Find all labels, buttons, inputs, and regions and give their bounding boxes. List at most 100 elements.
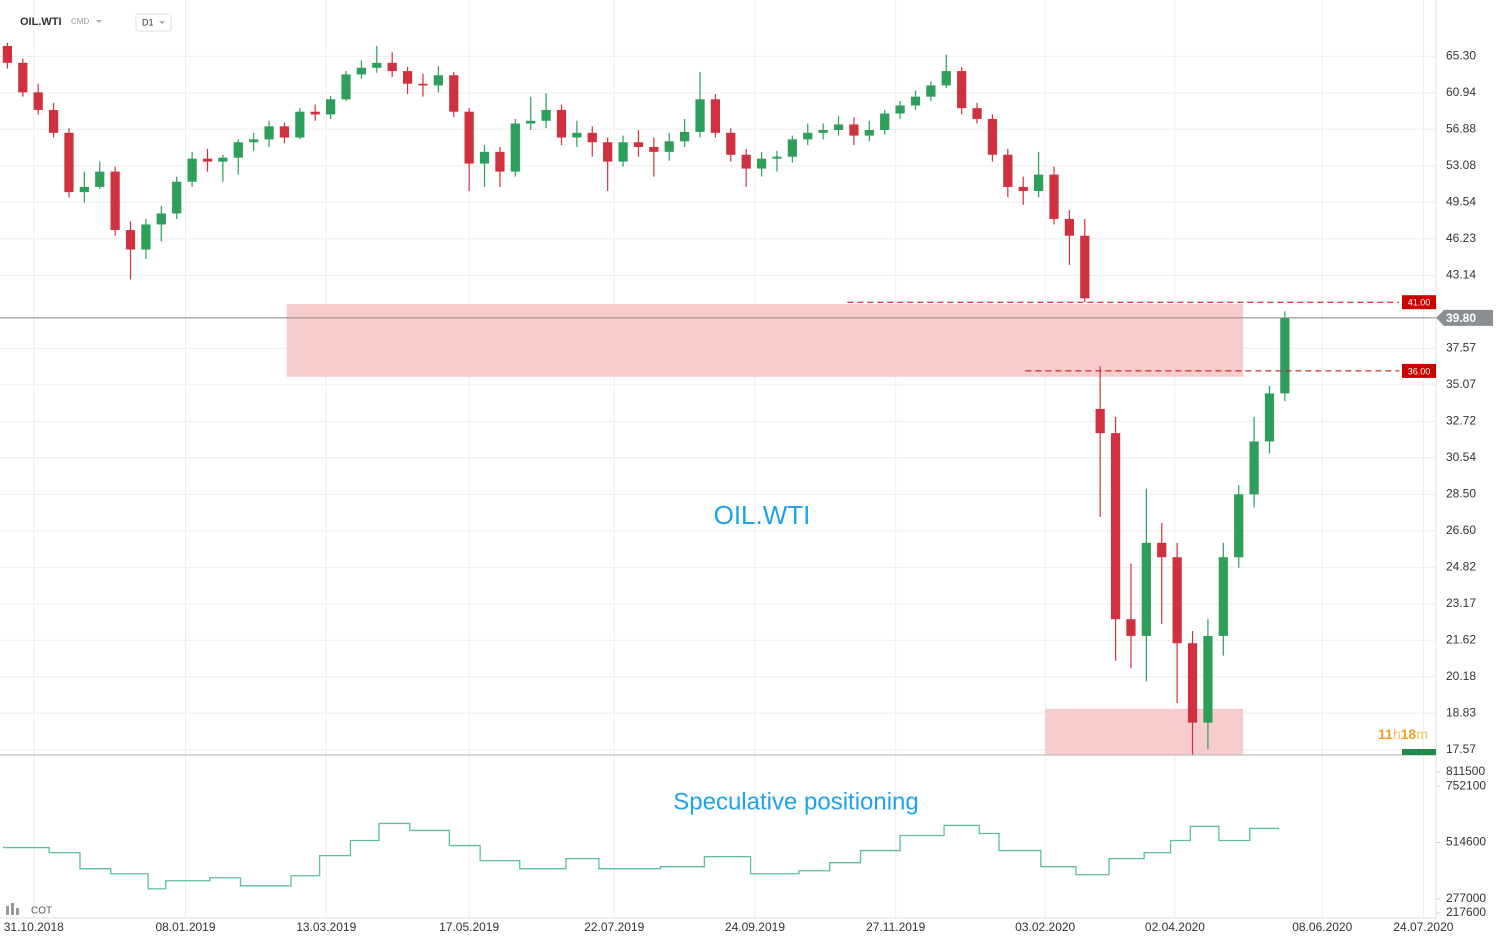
candle-body: [141, 224, 151, 250]
candle-body: [110, 171, 120, 231]
candle-body: [495, 151, 505, 172]
candle-body: [1280, 317, 1290, 394]
candle-body: [1080, 235, 1090, 299]
x-tick-label: 22.07.2019: [584, 920, 644, 934]
candle-body: [603, 142, 613, 162]
candle-body: [279, 126, 290, 138]
candle-body: [1018, 186, 1028, 192]
x-tick-label: 27.11.2019: [866, 920, 925, 934]
countdown-part: m: [1416, 726, 1428, 742]
candle-body: [249, 139, 259, 143]
x-tick-label: 24.07.2020: [1393, 920, 1453, 934]
candle-body: [325, 99, 336, 115]
candle-body: [541, 109, 551, 121]
candle-body: [187, 158, 197, 182]
y-tick-label: 49.54: [1446, 194, 1476, 208]
candle-body: [1141, 542, 1151, 636]
candle-body: [372, 62, 382, 68]
candle-body: [910, 96, 921, 106]
candle-body: [710, 99, 721, 133]
y-tick-label: 20.18: [1446, 669, 1476, 683]
y-tick-label: 60.94: [1446, 85, 1476, 99]
candle-body: [479, 151, 490, 164]
candle-body: [295, 111, 305, 138]
y-tick-label: 21.62: [1446, 632, 1476, 646]
candle-body: [1049, 174, 1059, 219]
y-tick-label: 30.54: [1446, 450, 1476, 464]
candle-body: [741, 154, 751, 169]
candle-body: [33, 92, 43, 110]
y-tick-label: 32.72: [1446, 414, 1476, 428]
candle-body: [1203, 635, 1213, 723]
current-price-tag: [1436, 309, 1493, 326]
x-tick-label: 08.06.2020: [1292, 920, 1352, 934]
candle-body: [202, 158, 213, 162]
candle-body: [341, 74, 351, 100]
candle-body: [449, 75, 459, 112]
candle-body: [633, 142, 644, 148]
y-tick-label: 46.23: [1446, 231, 1476, 245]
countdown: 11h18m: [1378, 726, 1428, 742]
current-price-label: 39.80: [1446, 311, 1476, 325]
candle-body: [1034, 174, 1044, 192]
candle-body: [895, 105, 905, 114]
candle-body: [356, 67, 367, 75]
indicator-name: COT: [31, 906, 52, 917]
candle-body: [1264, 393, 1275, 442]
zone: [1045, 708, 1244, 755]
candle-body: [433, 75, 443, 86]
candle-body: [218, 157, 228, 162]
candle-body: [510, 123, 520, 172]
interval-select[interactable]: [135, 13, 172, 32]
candle-body: [310, 111, 320, 115]
candle-body: [618, 142, 628, 162]
y-tick-label: 752100: [1446, 778, 1486, 792]
candle-body: [849, 124, 859, 136]
y-tick-label: 514600: [1446, 835, 1486, 849]
x-tick-label: 31.10.2018: [4, 920, 64, 934]
zone: [286, 304, 1244, 377]
symbol: OIL.WTI: [20, 16, 62, 28]
candle-body: [1172, 557, 1182, 644]
candle-body: [464, 111, 474, 164]
candle-body: [787, 139, 797, 157]
candle-body: [941, 71, 951, 86]
candle-body: [2, 45, 13, 63]
candle-body: [587, 132, 597, 143]
level-tag: [1402, 363, 1436, 378]
candle-body: [402, 71, 413, 84]
y-tick-label: 35.07: [1446, 377, 1476, 391]
countdown-part: h: [1393, 726, 1401, 742]
candle-body: [1234, 494, 1244, 558]
market: CMD: [71, 17, 89, 26]
x-tick-label: 24.09.2019: [725, 920, 785, 934]
y-tick-label: 56.88: [1446, 121, 1476, 135]
y-tick-label: 43.14: [1446, 267, 1476, 281]
candle-body: [264, 126, 274, 140]
candle-body: [1095, 408, 1105, 434]
price-tag: [1402, 749, 1436, 755]
icon: [11, 903, 14, 915]
candle-body: [926, 85, 936, 97]
candle-body: [556, 109, 567, 138]
candle-body: [772, 156, 782, 159]
interval[interactable]: D1: [142, 17, 154, 27]
candle-body: [833, 124, 844, 131]
y-tick-label: 18.83: [1446, 705, 1476, 719]
y-tick-label: 37.57: [1446, 341, 1476, 355]
candle-body: [79, 186, 89, 193]
y-tick-label: 65.30: [1446, 49, 1476, 63]
level-label: 36.00: [1408, 366, 1431, 376]
candle-body: [18, 62, 28, 93]
marks: [0, 42, 1436, 890]
candle-body: [818, 130, 828, 133]
candle-body: [1187, 643, 1198, 723]
y-tick-label: 23.17: [1446, 596, 1476, 610]
candle-body: [1157, 542, 1167, 558]
header: OIL.WTI CMD D1: [20, 13, 172, 32]
candle-body: [572, 132, 582, 138]
x-tick-label: 03.02.2020: [1015, 920, 1075, 934]
cot-line: [3, 822, 1279, 890]
x-tick-label: 17.05.2019: [439, 920, 499, 934]
panel-title: Speculative positioning: [673, 788, 919, 815]
